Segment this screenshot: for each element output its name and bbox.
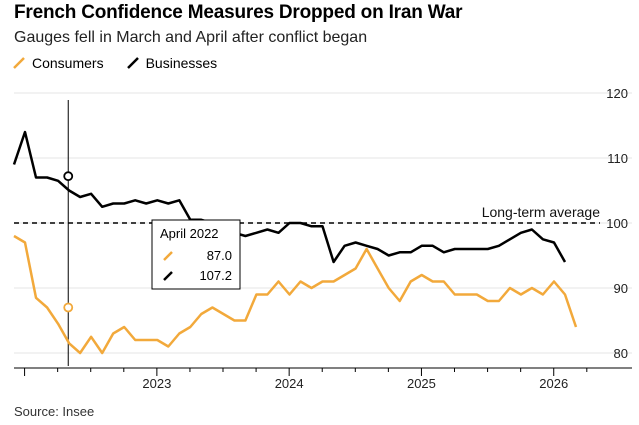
chart-subtitle: Gauges fell in March and April after con…: [14, 29, 368, 46]
series-line-consumers: [13, 234, 578, 355]
legend-label-consumers: Consumers: [32, 55, 104, 71]
legend-swatch-line-businesses: [126, 57, 139, 69]
legend: Consumers Businesses: [12, 55, 217, 71]
x-tick-label-2024: 2024: [275, 376, 304, 391]
legend-entry-businesses: Businesses: [126, 55, 218, 71]
y-tick-label-110: 110: [607, 151, 628, 166]
chart-title: French Confidence Measures Dropped on Ir…: [14, 2, 463, 23]
y-tick-label-100: 100: [606, 216, 628, 231]
x-tick-label-2025: 2025: [407, 376, 436, 391]
long-term-average-label: Long-term average: [482, 204, 601, 220]
source-note: Source: Insee: [14, 404, 95, 419]
x-tick-label-2026: 2026: [539, 376, 568, 391]
highlight-marker-consumers: [63, 302, 74, 313]
legend-entry-consumers: Consumers: [12, 55, 104, 71]
legend-swatch-businesses: [126, 57, 139, 69]
y-tick-label-90: 90: [614, 281, 628, 296]
y-tick-label-120: 120: [606, 86, 628, 101]
series-line-businesses: [12, 130, 567, 264]
tooltip-swatch-businesses: [163, 271, 173, 281]
legend-label-businesses: Businesses: [145, 55, 218, 71]
legend-swatch-consumers: [13, 57, 25, 69]
tooltip-value-consumers: 87.0: [207, 248, 232, 263]
tooltip-swatch-consumers: [163, 251, 173, 261]
tooltip-title: April 2022: [160, 226, 219, 241]
x-tick-label-2023: 2023: [142, 376, 171, 391]
legend-swatch-line-consumers: [13, 57, 25, 69]
highlight-marker-businesses: [63, 171, 74, 182]
tooltip-value-businesses: 107.2: [199, 268, 232, 283]
y-tick-label-80: 80: [614, 346, 628, 361]
